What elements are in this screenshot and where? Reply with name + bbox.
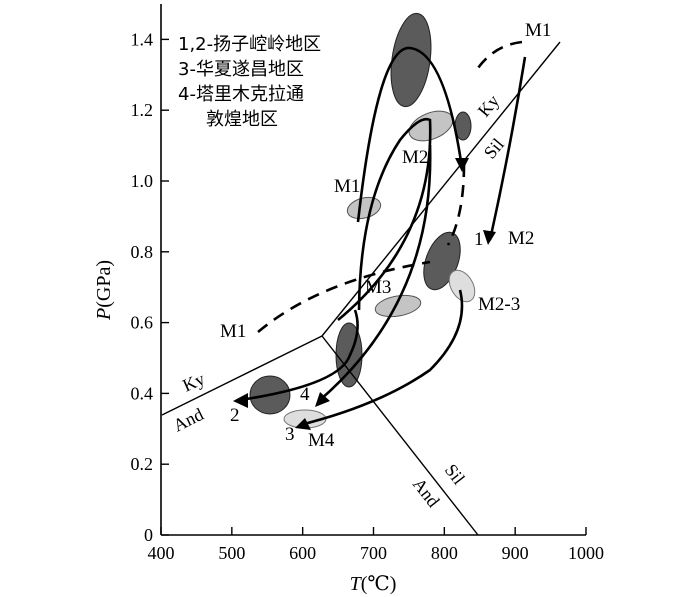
- label-num-4: 4: [300, 384, 310, 405]
- arrowhead-2: [233, 393, 248, 408]
- path-to-4: [319, 144, 432, 401]
- x-tick-label: 500: [218, 543, 245, 563]
- x-tick-label: 900: [502, 543, 529, 563]
- stage-labels: M1 M2 M1 1 M2 M3 M2-3 M1 2 4 3 M4: [220, 20, 551, 451]
- mineral-ky-upper: Ky: [474, 91, 503, 121]
- y-axis-title: P(GPa): [93, 260, 115, 321]
- mineral-sil-lower: Sil: [441, 460, 469, 488]
- label-m1-left: M1: [220, 321, 246, 342]
- y-tick-label: 1.2: [131, 100, 154, 120]
- y-tick-label: 0: [144, 525, 153, 545]
- arrowhead-m2-upper: [455, 158, 469, 172]
- x-axis-symbol: T: [350, 573, 363, 595]
- legend-line-4: 敦煌地区: [206, 109, 278, 130]
- y-tick-label: 0.8: [131, 242, 154, 262]
- label-m2-upper: M2: [402, 147, 428, 168]
- x-ticks: 400 500 600 700 800 900 1000: [148, 527, 604, 563]
- path-dashed-right: [446, 164, 466, 246]
- mineral-ky-lower: Ky: [179, 368, 207, 395]
- mineral-labels: Ky Sil Ky And Sil And: [170, 91, 508, 511]
- mineral-sil-upper: Sil: [480, 134, 508, 162]
- path-1-m1-m2: [488, 56, 527, 241]
- ky-and-boundary: [161, 335, 323, 416]
- ellipse-light-m1-mid: [346, 196, 382, 220]
- x-tick-label: 400: [148, 543, 175, 563]
- label-m3: M3: [365, 277, 391, 298]
- legend: 1,2-扬子崆岭地区 3-华夏遂昌地区 4-塔里木克拉通 敦煌地区: [178, 34, 321, 130]
- and-sil-boundary: [321, 335, 479, 536]
- path-big-loop: [356, 46, 464, 223]
- arrowheads: [233, 158, 496, 430]
- x-axis-unit: (℃): [361, 573, 397, 595]
- legend-line-2: 3-华夏遂昌地区: [178, 59, 304, 80]
- y-ticks: 0 0.2 0.4 0.6 0.8 1.0 1.2 1.4: [131, 29, 169, 545]
- x-tick-label: 1000: [568, 543, 604, 563]
- path-to-2: [239, 309, 359, 402]
- path-to-3: [299, 289, 464, 427]
- mineral-and-right: And: [409, 474, 444, 511]
- x-axis-title: T(℃): [350, 573, 397, 595]
- label-m4: M4: [308, 430, 335, 451]
- label-m1-top-right: M1: [525, 20, 551, 41]
- pt-paths: [239, 40, 527, 427]
- legend-line-1: 1,2-扬子崆岭地区: [178, 34, 321, 55]
- y-tick-label: 0.2: [131, 454, 154, 474]
- legend-line-3: 4-塔里木克拉通: [178, 84, 304, 105]
- arrowhead-4: [315, 392, 330, 407]
- arrowhead-3: [295, 418, 311, 430]
- y-tick-label: 1.4: [131, 29, 154, 49]
- y-tick-label: 0.6: [131, 313, 154, 333]
- arrowhead-m2-right: [483, 230, 496, 245]
- x-tick-label: 800: [431, 543, 458, 563]
- x-tick-label: 600: [289, 543, 316, 563]
- path-dashed-m1-top: [476, 40, 523, 69]
- label-num-2: 2: [230, 405, 240, 426]
- path-inner-loop: [337, 117, 432, 322]
- y-tick-label: 0.4: [131, 383, 154, 403]
- label-num-3: 3: [285, 424, 295, 445]
- ellipse-lightest-m2-3: [448, 269, 476, 303]
- x-tick-label: 700: [360, 543, 387, 563]
- label-m2-right: M2: [508, 228, 534, 249]
- label-num-1: 1: [474, 229, 484, 250]
- y-tick-label: 1.0: [131, 171, 154, 191]
- ellipse-light-m3: [374, 294, 422, 318]
- label-m2-3: M2-3: [478, 294, 520, 315]
- label-m1-mid: M1: [334, 176, 360, 197]
- path-dashed-m1-left: [257, 260, 431, 333]
- y-axis-unit: (GPa): [93, 260, 115, 308]
- y-axis-symbol: P: [93, 308, 115, 321]
